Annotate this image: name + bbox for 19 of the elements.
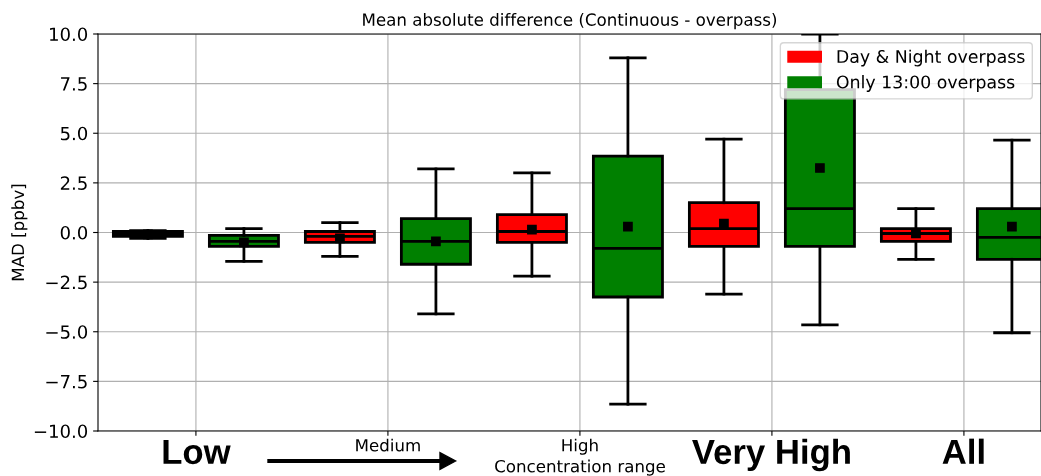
- x-tick-label: High: [562, 438, 598, 455]
- y-tick-label: −7.5: [46, 375, 87, 389]
- x-tick-label: Very High: [692, 438, 850, 472]
- y-tick-label: 10.0: [50, 27, 88, 42]
- x-tick-label: Low: [163, 439, 231, 465]
- x-tick-label: All: [942, 438, 984, 464]
- x-axis-title: Concentration range: [495, 459, 665, 476]
- y-axis-title: MAD [ppbv]: [11, 184, 28, 281]
- x-tick-label: Medium: [356, 438, 420, 452]
- y-tick-label: 0.0: [60, 225, 88, 240]
- y-tick-label: −5.0: [46, 325, 88, 339]
- chart-title: Mean absolute difference (Continuous - overpass): [363, 13, 777, 30]
- y-tick-label: −10.0: [34, 424, 88, 439]
- y-tick-label: −2.5: [46, 275, 87, 290]
- legend-label: Day & Night overpass: [837, 49, 1025, 67]
- y-tick-label: 7.5: [61, 77, 87, 91]
- y-tick-label: 2.5: [60, 176, 87, 190]
- y-tick-label: 5.0: [60, 126, 88, 141]
- legend-label: Only 13:00 overpass: [836, 75, 1015, 92]
